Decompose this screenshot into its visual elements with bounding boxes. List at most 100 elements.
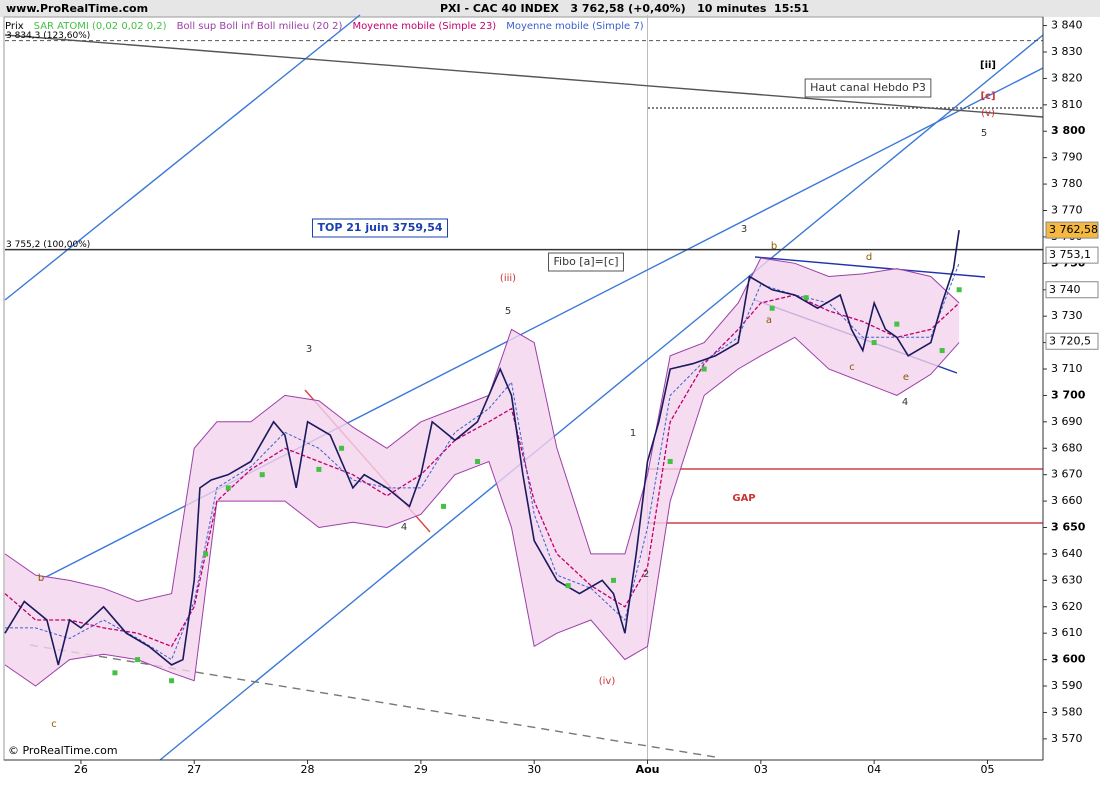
x-tick-label: Aou — [636, 763, 660, 776]
x-tick-label: 27 — [187, 763, 201, 776]
copyright: © ProRealTime.com — [8, 744, 118, 757]
annotation: GAP — [732, 493, 755, 504]
y-tick-label: 3 710 — [1051, 362, 1083, 375]
annotation: d — [866, 252, 872, 263]
sar-dot — [803, 295, 809, 301]
chart-title: PXI - CAC 40 INDEX 3 762,58 (+0,40%) 10 … — [440, 2, 809, 15]
legend-item: Moyenne mobile (Simple 23) — [352, 21, 496, 32]
annotation: e — [903, 372, 909, 383]
price-tag-box — [1045, 281, 1099, 299]
annotation: 4 — [401, 522, 407, 533]
y-tick-label: 3 730 — [1051, 309, 1083, 322]
y-tick-label: 3 820 — [1051, 71, 1083, 84]
sar-dot — [203, 551, 209, 557]
x-tick-label: 26 — [74, 763, 88, 776]
x-tick-label: 04 — [867, 763, 881, 776]
annotation: 3 — [741, 224, 747, 235]
x-tick-label: 28 — [301, 763, 315, 776]
annotation: Fibo [a]=[c] — [554, 255, 619, 268]
sar-dot — [956, 287, 962, 293]
y-tick-label: 3 680 — [1051, 441, 1083, 454]
sar-dot — [939, 348, 945, 354]
x-tick-label: 29 — [414, 763, 428, 776]
legend-item: SAR ATOMI (0,02 0,02 0,2) — [34, 21, 167, 32]
sar-dot — [871, 340, 877, 346]
level-label: 3 834,3 (123,60%) — [6, 31, 90, 41]
y-tick-label: 3 830 — [1051, 45, 1083, 58]
sar-dot — [894, 321, 900, 327]
y-tick-label: 3 620 — [1051, 600, 1083, 613]
price-line — [4, 229, 960, 666]
annotation: (v) — [981, 108, 995, 119]
price-tag: 3 740 — [1049, 283, 1081, 296]
annotation: c — [849, 362, 855, 373]
annotation: c — [51, 719, 57, 730]
annotation: 4 — [902, 397, 908, 408]
annotation-box — [311, 218, 449, 238]
level-label: 3 755,2 (100,00%) — [6, 240, 90, 250]
sar-dot — [565, 583, 571, 589]
band-lower — [4, 336, 960, 687]
y-tick-label: 3 790 — [1051, 151, 1083, 164]
y-tick-label: 3 580 — [1051, 705, 1083, 718]
legend-item: Boll sup Boll inf Boll milieu (20 2) — [177, 21, 343, 32]
y-tick-label: 3 650 — [1051, 521, 1086, 534]
y-tick-label: 3 570 — [1051, 732, 1083, 745]
sar-dot — [112, 670, 118, 676]
annotation: TOP 21 juin 3759,54 — [317, 221, 442, 234]
price-tag: 3 762,58 — [1049, 223, 1098, 236]
sar-dot — [769, 305, 775, 311]
y-tick-label: 3 640 — [1051, 547, 1083, 560]
sar-dot — [667, 458, 673, 464]
y-tick-label: 3 780 — [1051, 177, 1083, 190]
price-tag-box — [1045, 332, 1099, 350]
annotation: 5 — [981, 128, 987, 139]
y-tick-label: 3 690 — [1051, 415, 1083, 428]
annotation: 3 — [306, 344, 312, 355]
trend-line — [159, 34, 1044, 761]
trend-line — [754, 256, 986, 278]
sar-dot — [701, 366, 707, 372]
annotation-box — [548, 252, 624, 272]
annotation: Haut canal Hebdo P3 — [810, 81, 926, 94]
annotation: (iv) — [599, 676, 616, 687]
sar-dot — [339, 445, 345, 451]
legend-item: Moyenne mobile (Simple 7) — [506, 21, 644, 32]
annotation: 2 — [643, 569, 649, 580]
y-tick-label: 3 660 — [1051, 494, 1083, 507]
price-tag-box — [1045, 246, 1099, 264]
band-upper — [4, 257, 960, 603]
price-tag: 3 720,5 — [1049, 334, 1091, 347]
ma23-line — [4, 294, 960, 648]
y-tick-label: 3 800 — [1051, 124, 1086, 137]
annotation: (iii) — [500, 273, 516, 284]
y-tick-label: 3 600 — [1051, 653, 1086, 666]
sar-dot — [475, 458, 481, 464]
y-tick-label: 3 630 — [1051, 573, 1083, 586]
price-tag: 3 753,1 — [1049, 248, 1091, 261]
sar-dot — [316, 466, 322, 472]
y-tick-label: 3 700 — [1051, 388, 1086, 401]
annotation: 1 — [630, 428, 636, 439]
sar-dot — [225, 485, 231, 491]
annotation: a — [766, 315, 772, 326]
legend-item: Prix — [5, 21, 24, 32]
x-tick-label: 05 — [980, 763, 994, 776]
y-tick-label: 3 840 — [1051, 19, 1083, 32]
y-tick-label: 3 770 — [1051, 203, 1083, 216]
header-bar — [0, 0, 1100, 17]
sar-dot — [169, 678, 175, 684]
trend-line — [29, 644, 716, 758]
annotation: b — [771, 241, 777, 252]
y-tick-label: 3 670 — [1051, 468, 1083, 481]
sar-dot — [611, 577, 617, 583]
sar-dot — [441, 503, 447, 509]
trend-line — [4, 14, 361, 301]
annotation: b — [38, 573, 44, 584]
annotation: [ii] — [980, 60, 996, 71]
annotation: [c] — [980, 91, 995, 102]
trend-line — [4, 34, 1044, 118]
y-tick-label: 3 590 — [1051, 679, 1083, 692]
